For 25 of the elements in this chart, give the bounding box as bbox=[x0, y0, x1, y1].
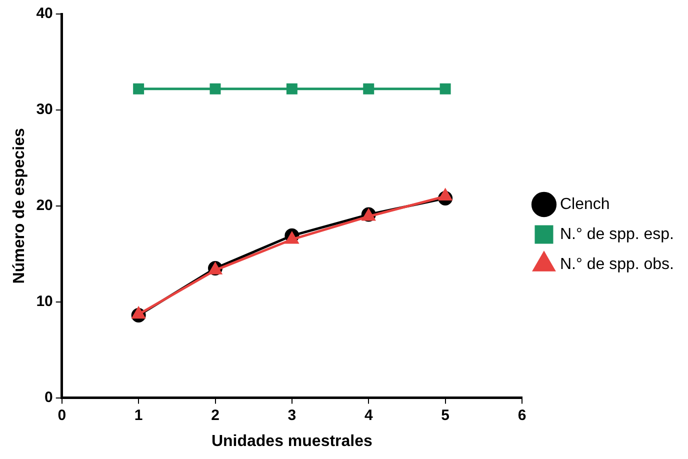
point bbox=[286, 83, 298, 94]
x-tick-label: 3 bbox=[288, 406, 296, 424]
point bbox=[285, 232, 298, 244]
point bbox=[132, 307, 146, 319]
legend-label: N.° de spp. esp. bbox=[560, 226, 674, 243]
x-tick-label: 6 bbox=[518, 406, 526, 424]
x-tick-label: 0 bbox=[58, 406, 66, 424]
x-axis-title: Unidades muestrales bbox=[211, 432, 373, 450]
legend-label: Clench bbox=[560, 196, 610, 213]
y-tick-label: 40 bbox=[36, 5, 53, 22]
point bbox=[210, 83, 221, 94]
x-tick-label: 4 bbox=[364, 406, 374, 424]
legend-label: N.° de spp. obs. bbox=[560, 256, 674, 273]
x-tick-label: 2 bbox=[211, 406, 220, 424]
point bbox=[133, 83, 144, 94]
point bbox=[363, 83, 374, 94]
y-tick-label: 0 bbox=[44, 388, 53, 406]
point bbox=[438, 189, 452, 201]
y-tick-label: 10 bbox=[36, 292, 53, 310]
point bbox=[440, 83, 451, 94]
y-tick-label: 30 bbox=[36, 101, 53, 118]
y-tick-label: 20 bbox=[36, 197, 53, 214]
y-axis-title: Número de especies bbox=[11, 128, 28, 284]
x-tick-label: 1 bbox=[134, 406, 143, 424]
x-tick-label: 5 bbox=[441, 406, 450, 424]
